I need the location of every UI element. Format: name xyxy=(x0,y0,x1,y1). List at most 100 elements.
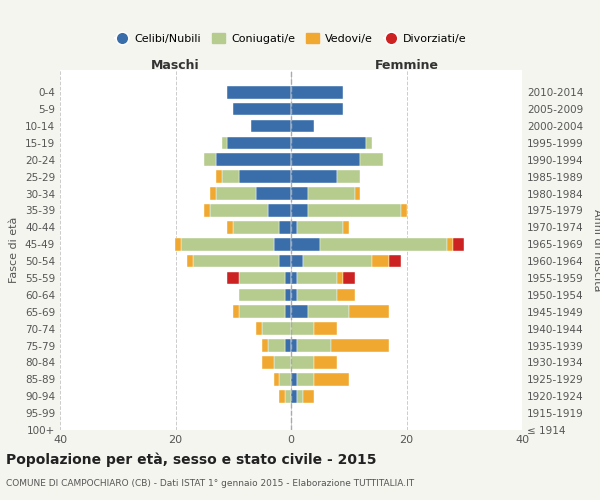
Bar xyxy=(320,238,447,250)
Bar xyxy=(314,373,349,386)
Bar xyxy=(291,238,320,250)
Bar xyxy=(256,187,291,200)
Bar xyxy=(389,255,401,268)
Bar xyxy=(297,221,343,234)
Bar xyxy=(262,322,291,335)
Bar xyxy=(291,272,297,284)
Bar xyxy=(297,272,337,284)
Bar xyxy=(227,136,291,149)
Bar xyxy=(274,373,280,386)
Bar xyxy=(205,154,216,166)
Bar xyxy=(291,136,366,149)
Bar xyxy=(216,154,291,166)
Bar xyxy=(453,238,464,250)
Bar xyxy=(227,86,291,99)
Text: Femmine: Femmine xyxy=(374,59,439,72)
Bar xyxy=(360,154,383,166)
Bar xyxy=(285,339,291,352)
Bar xyxy=(355,187,360,200)
Bar xyxy=(239,170,291,183)
Bar xyxy=(308,204,401,216)
Bar xyxy=(233,102,291,116)
Bar xyxy=(175,238,181,250)
Bar xyxy=(239,272,285,284)
Bar xyxy=(239,306,285,318)
Bar xyxy=(291,390,297,402)
Bar xyxy=(308,187,355,200)
Bar xyxy=(227,272,239,284)
Bar xyxy=(205,204,210,216)
Bar xyxy=(233,221,280,234)
Bar xyxy=(227,221,233,234)
Bar xyxy=(343,272,355,284)
Bar xyxy=(216,170,222,183)
Bar xyxy=(193,255,280,268)
Bar xyxy=(372,255,389,268)
Bar xyxy=(280,390,285,402)
Bar xyxy=(222,170,239,183)
Bar xyxy=(297,390,302,402)
Bar xyxy=(302,255,372,268)
Bar xyxy=(401,204,407,216)
Bar xyxy=(314,322,337,335)
Bar xyxy=(291,102,343,116)
Bar xyxy=(291,288,297,301)
Bar xyxy=(210,187,216,200)
Bar xyxy=(268,204,291,216)
Bar xyxy=(268,339,285,352)
Bar xyxy=(308,306,349,318)
Bar xyxy=(447,238,453,250)
Bar xyxy=(187,255,193,268)
Bar xyxy=(366,136,372,149)
Bar xyxy=(291,306,308,318)
Text: Popolazione per età, sesso e stato civile - 2015: Popolazione per età, sesso e stato civil… xyxy=(6,452,377,467)
Bar xyxy=(291,373,297,386)
Bar xyxy=(302,390,314,402)
Bar xyxy=(291,187,308,200)
Bar xyxy=(181,238,274,250)
Bar xyxy=(285,272,291,284)
Bar xyxy=(216,187,256,200)
Bar xyxy=(291,322,314,335)
Text: Maschi: Maschi xyxy=(151,59,200,72)
Bar xyxy=(285,390,291,402)
Bar xyxy=(285,288,291,301)
Bar xyxy=(262,356,274,369)
Bar xyxy=(256,322,262,335)
Bar xyxy=(291,221,297,234)
Bar xyxy=(274,356,291,369)
Bar xyxy=(291,154,360,166)
Bar xyxy=(291,356,314,369)
Bar xyxy=(239,288,285,301)
Bar xyxy=(297,373,314,386)
Bar xyxy=(343,221,349,234)
Y-axis label: Anni di nascita: Anni di nascita xyxy=(592,209,600,291)
Bar xyxy=(285,306,291,318)
Bar xyxy=(337,288,355,301)
Bar xyxy=(280,255,291,268)
Bar xyxy=(291,120,314,132)
Bar xyxy=(314,356,337,369)
Bar xyxy=(291,86,343,99)
Bar xyxy=(210,204,268,216)
Bar xyxy=(262,339,268,352)
Bar xyxy=(297,288,337,301)
Bar xyxy=(233,306,239,318)
Bar xyxy=(222,136,227,149)
Bar xyxy=(280,221,291,234)
Y-axis label: Fasce di età: Fasce di età xyxy=(10,217,19,283)
Bar xyxy=(291,339,297,352)
Legend: Celibi/Nubili, Coniugati/e, Vedovi/e, Divorziati/e: Celibi/Nubili, Coniugati/e, Vedovi/e, Di… xyxy=(111,29,471,48)
Bar xyxy=(297,339,331,352)
Bar xyxy=(291,255,302,268)
Bar xyxy=(337,272,343,284)
Bar xyxy=(291,204,308,216)
Bar xyxy=(331,339,389,352)
Bar xyxy=(337,170,360,183)
Bar xyxy=(349,306,389,318)
Bar xyxy=(291,170,337,183)
Bar xyxy=(274,238,291,250)
Text: COMUNE DI CAMPOCHIARO (CB) - Dati ISTAT 1° gennaio 2015 - Elaborazione TUTTITALI: COMUNE DI CAMPOCHIARO (CB) - Dati ISTAT … xyxy=(6,479,414,488)
Bar xyxy=(280,373,291,386)
Bar xyxy=(251,120,291,132)
